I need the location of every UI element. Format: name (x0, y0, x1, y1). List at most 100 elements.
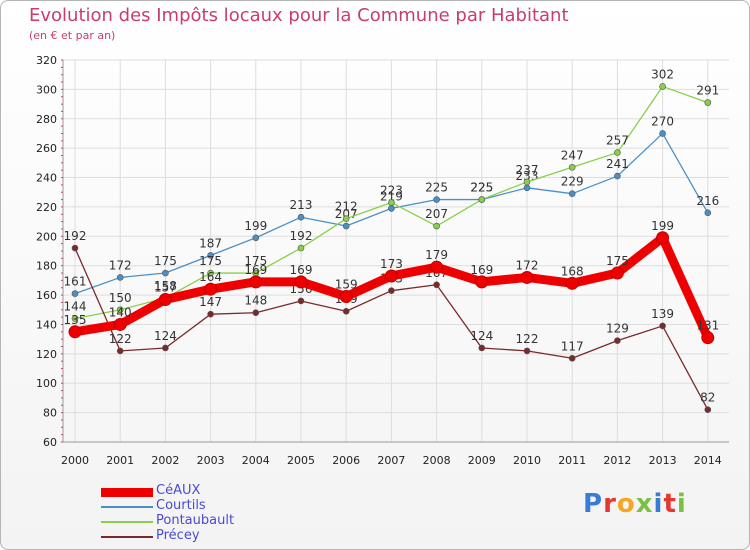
data-point-courtils (342, 222, 350, 230)
data-point-courtils (297, 213, 305, 221)
data-point-precey (71, 244, 79, 252)
data-label-courtils: 172 (109, 258, 132, 272)
data-label-ceaux: 164 (199, 270, 222, 284)
data-point-ceaux (158, 292, 172, 306)
y-tick-label: 60 (43, 436, 57, 449)
data-label-courtils: 219 (380, 189, 403, 203)
data-label-courtils: 270 (651, 114, 674, 128)
data-point-precey (207, 310, 214, 318)
data-point-pontaubault (704, 99, 712, 106)
data-label-pontaubault: 302 (651, 67, 674, 81)
data-point-pontaubault (116, 306, 124, 314)
data-label-ceaux: 169 (290, 263, 313, 277)
data-label-pontaubault: 291 (696, 84, 719, 98)
data-point-courtils (659, 130, 666, 137)
data-label-pontaubault: 212 (335, 200, 358, 214)
logo-letter: i (653, 489, 664, 519)
x-tick-label: 2000 (61, 454, 89, 467)
x-tick-label: 2005 (287, 454, 315, 467)
data-point-ceaux (656, 231, 670, 245)
data-point-ceaux (701, 331, 715, 345)
data-point-courtils (614, 172, 621, 180)
data-label-ceaux: 135 (64, 313, 87, 327)
data-point-ceaux (68, 325, 82, 339)
x-tick-label: 2014 (694, 454, 722, 467)
y-tick-label: 100 (36, 377, 57, 390)
data-label-ceaux: 175 (606, 254, 629, 268)
data-point-courtils (388, 205, 395, 212)
y-tick-label: 260 (36, 142, 57, 155)
data-label-precey: 122 (516, 332, 539, 346)
data-point-ceaux (249, 275, 263, 289)
data-point-pontaubault (433, 222, 440, 230)
data-point-ceaux (339, 290, 353, 304)
data-label-precey: 122 (109, 332, 132, 346)
data-point-pontaubault (523, 178, 531, 186)
y-tick-label: 320 (36, 54, 57, 67)
data-label-pontaubault: 207 (425, 207, 448, 221)
data-point-courtils (162, 269, 169, 277)
data-label-pontaubault: 237 (516, 163, 539, 177)
data-point-ceaux (113, 317, 127, 331)
data-point-ceaux (294, 275, 308, 289)
data-point-courtils (71, 290, 79, 297)
data-label-pontaubault: 257 (606, 134, 629, 148)
data-point-precey (162, 344, 169, 352)
data-label-courtils: 225 (470, 181, 493, 195)
data-point-ceaux (475, 275, 489, 289)
data-point-precey (704, 406, 712, 413)
logo-letter: x (635, 489, 654, 519)
data-label-courtils: 213 (290, 198, 313, 212)
y-tick-label: 240 (36, 172, 57, 185)
data-point-courtils (704, 209, 712, 217)
data-point-precey (388, 287, 395, 294)
data-point-precey (523, 347, 531, 355)
data-label-ceaux: 131 (696, 319, 719, 333)
data-label-pontaubault: 158 (154, 279, 177, 293)
chart-title: Evolution des Impôts locaux pour la Comm… (29, 5, 569, 26)
data-point-courtils (568, 190, 576, 197)
data-label-precey: 139 (651, 307, 674, 321)
x-tick-label: 2007 (377, 454, 405, 467)
data-label-ceaux: 168 (561, 264, 584, 278)
x-tick-label: 2001 (106, 454, 134, 467)
legend-label: CéAUX (156, 483, 201, 498)
legend-swatch (101, 487, 153, 497)
data-label-precey: 117 (561, 339, 584, 353)
data-point-pontaubault (614, 149, 621, 156)
data-label-pontaubault: 223 (380, 184, 403, 198)
x-tick-label: 2013 (649, 454, 677, 467)
data-label-pontaubault: 192 (290, 229, 313, 243)
data-label-courtils: 229 (561, 175, 584, 189)
data-label-ceaux: 199 (651, 219, 674, 233)
data-label-pontaubault: 175 (199, 254, 222, 268)
data-label-precey: 129 (606, 322, 629, 336)
x-tick-label: 2008 (423, 454, 451, 467)
data-label-courtils: 241 (606, 157, 629, 171)
data-point-pontaubault (71, 315, 79, 322)
data-point-pontaubault (207, 269, 214, 277)
y-tick-label: 140 (36, 318, 57, 331)
y-tick-label: 120 (36, 348, 57, 361)
data-point-courtils (252, 234, 260, 242)
data-point-pontaubault (568, 163, 576, 171)
data-point-precey (614, 337, 621, 344)
logo-letter: P (583, 489, 604, 519)
data-point-courtils (116, 274, 124, 281)
data-label-precey: 192 (64, 229, 87, 243)
data-label-ceaux: 140 (109, 305, 132, 319)
x-tick-label: 2003 (197, 454, 225, 467)
proxiti-logo: Proxiti (583, 489, 687, 519)
y-tick-label: 180 (36, 260, 57, 273)
y-tick-label: 160 (36, 289, 57, 302)
x-tick-label: 2010 (513, 454, 541, 467)
data-label-precey: 148 (244, 294, 267, 308)
data-point-courtils (207, 252, 214, 259)
data-point-precey (342, 307, 350, 315)
data-point-pontaubault (659, 83, 666, 90)
logo-letter: o (616, 489, 636, 519)
data-point-ceaux (610, 266, 624, 280)
x-tick-label: 2002 (151, 454, 179, 467)
data-label-pontaubault: 247 (561, 148, 584, 162)
